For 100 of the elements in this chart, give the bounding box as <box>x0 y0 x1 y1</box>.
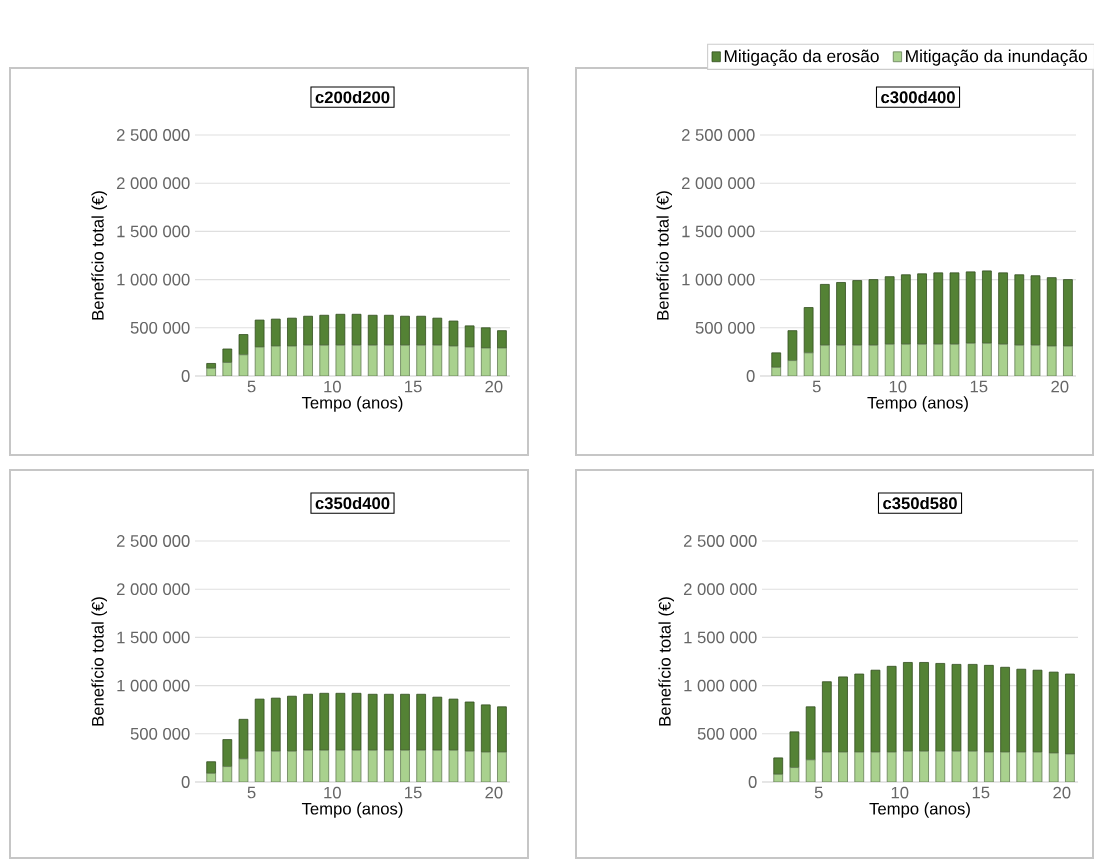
y-axis-title: Benefício total (€) <box>658 597 674 726</box>
bar <box>287 317 297 347</box>
x-tick-label: 10 <box>324 380 341 393</box>
bar <box>998 343 1008 376</box>
bar <box>319 314 330 346</box>
x-axis-title: Tempo (anos) <box>869 802 970 818</box>
bar <box>464 325 475 348</box>
y-tick-label: 0 <box>748 776 757 788</box>
y-tick-label: 1 000 000 <box>117 273 190 286</box>
bar <box>287 750 297 782</box>
x-tick-label: 15 <box>405 786 422 799</box>
x-tick-label: 10 <box>889 380 907 393</box>
bar <box>384 693 394 751</box>
bar <box>1000 666 1010 753</box>
bar <box>367 693 378 751</box>
bar <box>206 772 216 782</box>
bar <box>1014 344 1025 376</box>
bar <box>998 272 1008 345</box>
bar <box>335 749 346 782</box>
bar <box>967 663 978 752</box>
bar <box>303 315 313 346</box>
bar <box>852 280 863 346</box>
bar <box>303 344 313 376</box>
bar <box>821 681 832 753</box>
bar <box>984 664 994 753</box>
x-tick-label: 20 <box>1053 786 1071 799</box>
bar <box>497 330 507 349</box>
bar <box>448 749 459 782</box>
legend-label: Mitigação da inundação <box>906 49 1087 66</box>
x-tick-label: 5 <box>247 786 256 799</box>
bar <box>270 697 281 752</box>
y-tick-label: 2 500 000 <box>116 535 190 547</box>
bar <box>949 272 960 345</box>
x-tick-label: 5 <box>247 380 256 393</box>
bar <box>917 273 927 345</box>
bar <box>949 343 960 376</box>
bar <box>497 751 507 782</box>
bar <box>819 344 830 376</box>
bar <box>206 363 216 369</box>
bar <box>303 749 313 782</box>
bar <box>870 669 881 753</box>
bar <box>351 313 362 346</box>
x-tick-label: 10 <box>324 786 341 799</box>
bar <box>901 343 911 376</box>
bar <box>270 318 281 347</box>
bar <box>1016 668 1027 753</box>
bar <box>1046 277 1057 347</box>
bar <box>384 344 394 376</box>
y-tick-label: 500 000 <box>695 321 755 334</box>
bar <box>836 282 846 346</box>
chart-title: c200d200 <box>315 90 390 104</box>
bar <box>1030 344 1041 376</box>
bar <box>965 342 976 376</box>
bar <box>222 739 233 767</box>
y-tick-label: 2 500 000 <box>116 129 190 141</box>
bar <box>400 693 410 751</box>
bar <box>789 731 800 768</box>
bar <box>254 698 265 752</box>
y-axis-title: Benefício total (€) <box>656 191 672 320</box>
bar <box>384 749 394 782</box>
bar <box>836 344 846 376</box>
bar <box>254 346 265 376</box>
bar <box>254 319 265 348</box>
bar <box>771 352 782 368</box>
bar <box>1065 673 1075 755</box>
bar <box>787 330 798 361</box>
y-tick-label: 1 500 000 <box>117 225 190 238</box>
x-tick-label: 15 <box>972 786 990 799</box>
bar <box>351 692 362 751</box>
chart-title: c350d400 <box>315 496 390 510</box>
bar <box>787 360 798 376</box>
bar <box>238 758 249 782</box>
bar <box>803 307 814 354</box>
bar <box>464 346 475 376</box>
bar <box>854 673 865 753</box>
bar <box>838 676 848 753</box>
y-tick-label: 0 <box>181 370 190 382</box>
y-tick-label: 2 500 000 <box>681 129 755 141</box>
bar <box>1032 669 1043 753</box>
bar <box>287 345 297 376</box>
bar <box>351 344 362 376</box>
chart-title: c350d580 <box>883 496 957 510</box>
bar <box>933 343 944 376</box>
bar <box>400 344 410 376</box>
bar <box>416 315 426 346</box>
x-tick-label: 20 <box>485 786 503 799</box>
y-tick-label: 1 000 000 <box>682 273 755 286</box>
bar <box>1063 345 1073 376</box>
bar <box>319 344 330 376</box>
bar <box>464 750 475 782</box>
x-tick-label: 5 <box>812 380 821 393</box>
bar <box>319 692 330 751</box>
bar <box>432 749 443 782</box>
y-tick-label: 1 500 000 <box>684 631 757 644</box>
bar <box>480 751 491 782</box>
bar <box>884 276 895 345</box>
bar <box>480 327 491 349</box>
bar <box>448 320 459 347</box>
bar <box>965 271 976 344</box>
bar <box>432 344 443 376</box>
